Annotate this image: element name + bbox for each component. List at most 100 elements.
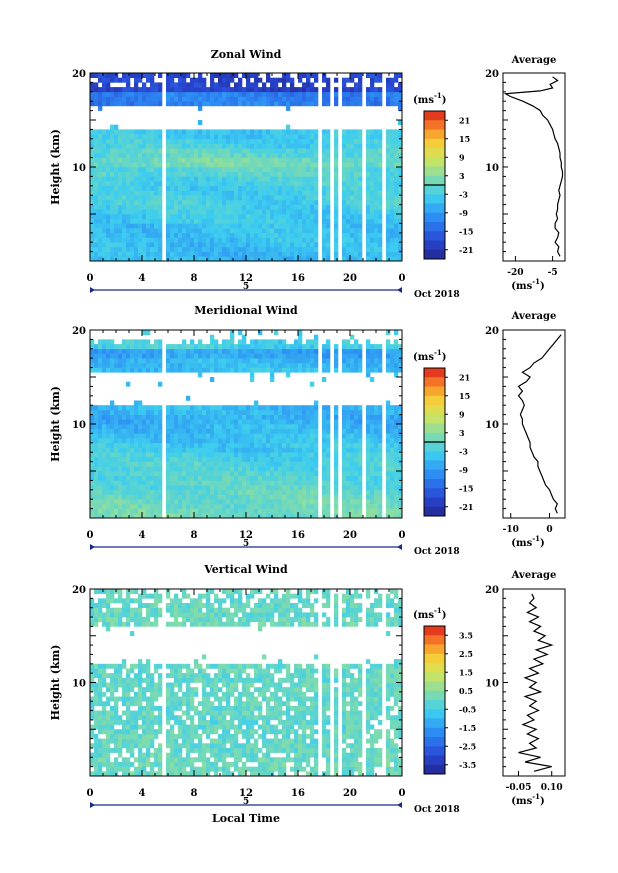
heatmap-cell <box>158 232 163 238</box>
heatmap-cell <box>298 339 303 345</box>
heatmap-cell <box>354 513 359 519</box>
heatmap-cell <box>310 223 315 229</box>
heatmap-cell <box>90 87 95 93</box>
heatmap-cell <box>246 513 251 519</box>
heatmap-cell <box>310 228 315 234</box>
heatmap-cell <box>314 143 319 149</box>
heatmap-cell <box>378 91 383 97</box>
heatmap-cell <box>226 246 231 252</box>
heatmap-cell <box>98 162 103 168</box>
heatmap-cell <box>158 237 163 243</box>
heatmap-cell <box>214 246 219 252</box>
heatmap-cell <box>126 73 131 78</box>
heatmap-cell <box>106 199 111 205</box>
heatmap-cell <box>370 503 375 509</box>
heatmap-cell <box>270 181 275 187</box>
heatmap-cell <box>138 218 143 224</box>
heatmap-cell <box>194 91 199 97</box>
heatmap-cell <box>350 204 355 210</box>
heatmap-cell <box>266 339 271 345</box>
heatmap-cell <box>302 367 307 373</box>
heatmap-cell <box>226 185 231 191</box>
heatmap-cell <box>262 456 267 462</box>
heatmap-cell <box>158 419 163 425</box>
heatmap-cell <box>98 77 103 83</box>
heatmap-cell <box>102 148 107 154</box>
heatmap-cell <box>98 87 103 93</box>
heatmap-cell <box>346 409 351 415</box>
heatmap-cell <box>214 503 219 509</box>
heatmap-cell <box>126 353 131 359</box>
heatmap-cell <box>258 204 263 210</box>
heatmap-cell <box>310 232 315 238</box>
heatmap-cell <box>110 405 115 411</box>
heatmap-cell <box>246 499 251 505</box>
heatmap-cell <box>390 218 395 224</box>
heatmap-cell <box>154 232 159 238</box>
heatmap-cell <box>106 358 111 364</box>
heatmap-cell <box>126 499 131 505</box>
colorbar-segment <box>424 249 445 260</box>
heatmap-cell <box>334 167 339 172</box>
heatmap-cell <box>334 348 339 354</box>
heatmap-cell <box>242 195 247 201</box>
heatmap-cell <box>386 96 391 102</box>
heatmap-cell <box>306 503 311 509</box>
heatmap-cell <box>266 480 271 486</box>
heatmap-cell <box>146 138 151 144</box>
heatmap-cell <box>246 503 251 509</box>
heatmap-cell <box>150 409 155 415</box>
heatmap-cell <box>354 442 359 448</box>
heatmap-cell <box>130 475 135 481</box>
heatmap-cell <box>346 447 351 453</box>
heatmap-cell <box>186 414 191 420</box>
heatmap-cell <box>150 209 155 215</box>
heatmap-cell <box>290 367 295 373</box>
heatmap-cell <box>266 489 271 495</box>
heatmap-cell <box>102 77 107 83</box>
heatmap-cell <box>282 87 287 93</box>
heatmap-cell <box>170 190 175 196</box>
heatmap-cell <box>94 228 99 234</box>
heatmap-cell <box>186 209 191 215</box>
heatmap-cell <box>250 199 255 205</box>
heatmap-cell <box>114 148 119 154</box>
heatmap-cell <box>226 489 231 495</box>
heatmap-cell <box>138 456 143 462</box>
heatmap-cell <box>142 214 147 219</box>
heatmap-cell <box>190 199 195 205</box>
heatmap-cell <box>334 442 339 448</box>
heatmap-cell <box>106 489 111 495</box>
heatmap-cell <box>146 339 151 345</box>
heatmap-cell <box>242 181 247 187</box>
heatmap-cell <box>282 199 287 205</box>
heatmap-cell <box>262 185 267 191</box>
heatmap-cell <box>394 475 399 481</box>
heatmap-cell <box>294 176 299 182</box>
heatmap-cell <box>310 485 315 491</box>
heatmap-cell <box>158 414 163 420</box>
heatmap-cell <box>350 176 355 182</box>
heatmap-cell <box>334 503 339 509</box>
heatmap-cell <box>386 367 391 373</box>
heatmap-cell <box>250 138 255 144</box>
heatmap-cell <box>366 138 371 144</box>
heatmap-cell <box>278 489 283 495</box>
heatmap-cell <box>98 480 103 486</box>
heatmap-cell <box>302 101 307 107</box>
heatmap-cell <box>326 466 331 472</box>
heatmap-cell <box>346 242 351 248</box>
heatmap-cell <box>190 242 195 248</box>
heatmap-cell <box>350 362 355 368</box>
heatmap-cell <box>262 214 267 219</box>
heatmap-cell <box>398 91 403 97</box>
heatmap-cell <box>210 101 215 107</box>
heatmap-cell <box>366 190 371 196</box>
heatmap-cell <box>250 358 255 364</box>
heatmap-cell <box>178 246 183 252</box>
heatmap-cell <box>154 256 159 262</box>
heatmap-cell <box>294 214 299 219</box>
heatmap-cell <box>398 223 403 229</box>
heatmap-cell <box>182 471 187 476</box>
colorbar-tick-label: 9 <box>459 152 465 162</box>
